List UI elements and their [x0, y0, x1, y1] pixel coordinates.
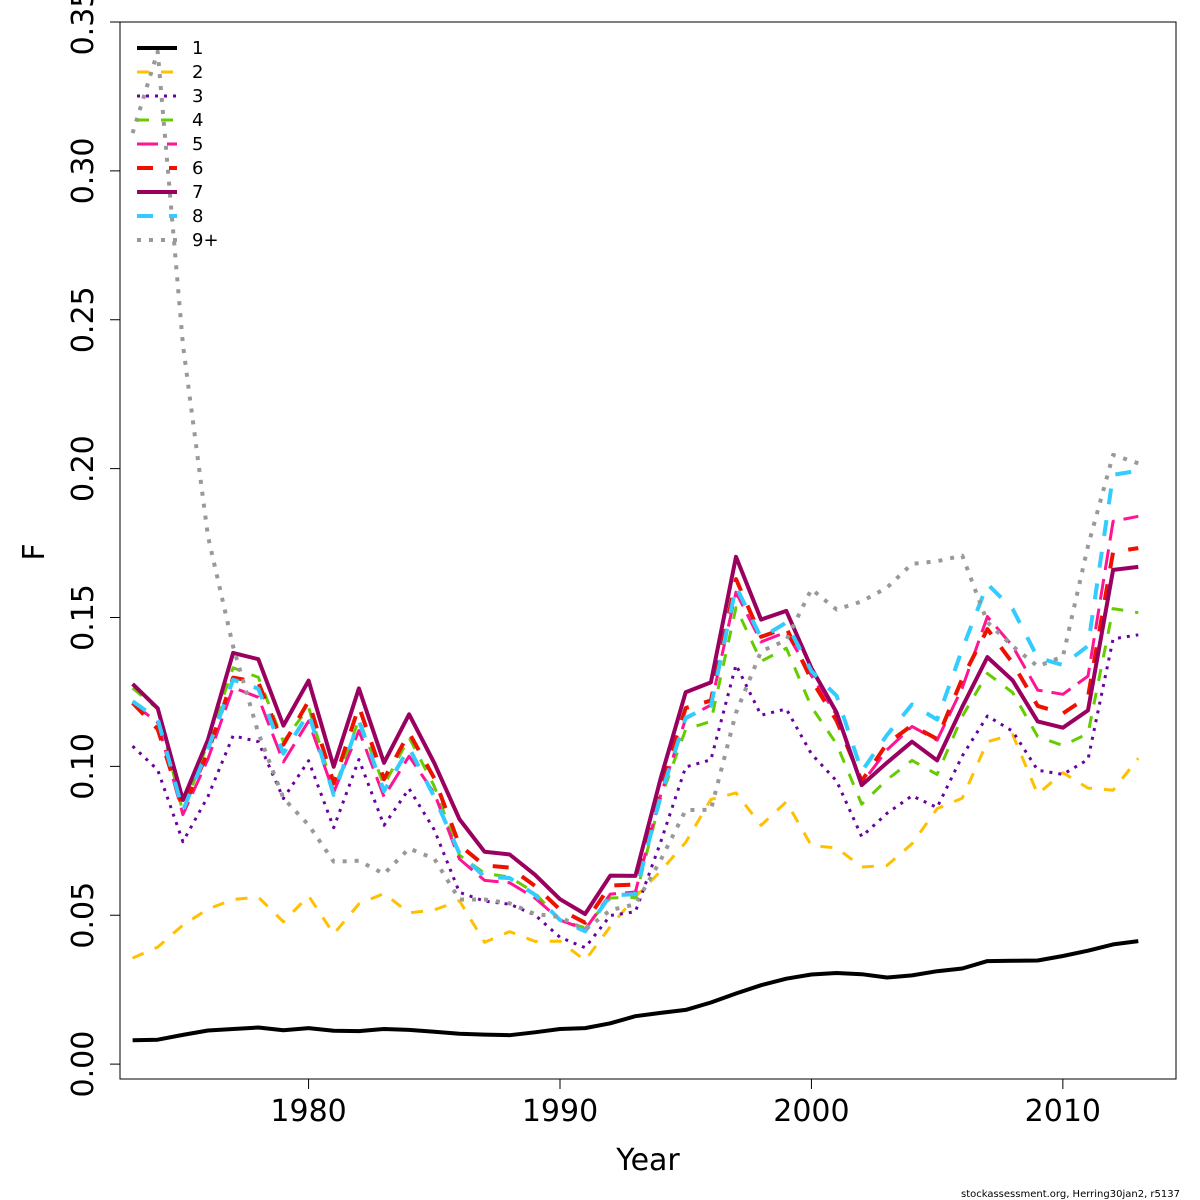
series-line-8 [131, 468, 1139, 934]
y-axis: 0.00 0.05 0.10 0.15 0.20 0.25 0.30 0.35 [66, 0, 120, 1098]
series-line-1 [132, 939, 1139, 1043]
legend: 1 2 3 4 5 6 7 8 9+ [137, 38, 219, 251]
x-tick-label-2010: 2010 [1025, 1094, 1101, 1129]
legend-label-5: 5 [192, 134, 203, 155]
plot-frame [119, 21, 1177, 1080]
series-line-7 [131, 554, 1139, 916]
legend-label-7: 7 [192, 182, 203, 203]
legend-label-6: 6 [192, 158, 203, 179]
y-tick-label-1: 0.05 [66, 882, 101, 949]
legend-label-8: 8 [192, 206, 203, 227]
y-tick-label-2: 0.10 [66, 733, 101, 800]
x-tick-label-1980: 1980 [270, 1094, 346, 1129]
x-axis: 1980 1990 2000 2010 [270, 1079, 1101, 1129]
legend-label-2: 2 [192, 62, 203, 83]
y-axis-title: F [17, 543, 52, 560]
y-tick-label-5: 0.25 [66, 286, 101, 353]
x-axis-title: Year [615, 1143, 680, 1178]
footnote: stockassessment.org, Herring30jan2, r513… [961, 1189, 1180, 1200]
y-tick-label-4: 0.20 [66, 435, 101, 502]
legend-label-9plus: 9+ [192, 230, 219, 251]
y-tick-label-6: 0.30 [66, 137, 101, 204]
series-layer [130, 49, 1140, 1043]
y-tick-label-3: 0.15 [66, 584, 101, 651]
x-tick-label-2000: 2000 [773, 1094, 849, 1129]
series-line-6 [131, 546, 1139, 925]
legend-label-4: 4 [192, 110, 203, 131]
legend-label-3: 3 [192, 86, 203, 107]
y-tick-label-7: 0.35 [66, 0, 101, 55]
x-tick-label-1990: 1990 [522, 1094, 598, 1129]
legend-label-1: 1 [192, 38, 203, 59]
series-line-9plus [130, 49, 1139, 932]
y-tick-label-0: 0.00 [66, 1031, 101, 1098]
